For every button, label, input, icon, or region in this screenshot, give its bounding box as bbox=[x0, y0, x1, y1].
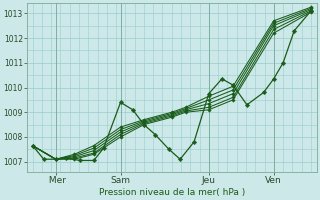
X-axis label: Pression niveau de la mer( hPa ): Pression niveau de la mer( hPa ) bbox=[99, 188, 245, 197]
